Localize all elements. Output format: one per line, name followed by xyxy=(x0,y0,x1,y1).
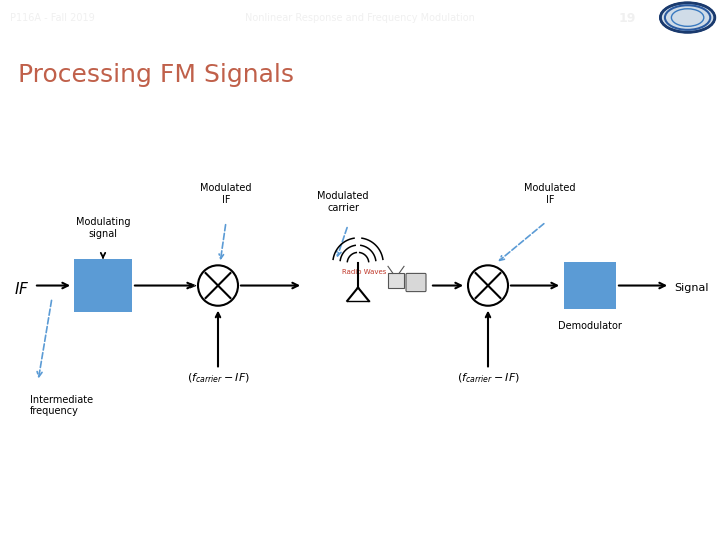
Text: Radio Waves: Radio Waves xyxy=(342,269,386,275)
Text: Demodulator: Demodulator xyxy=(558,321,622,331)
Text: Signal: Signal xyxy=(674,282,708,293)
Text: Nonlinear Response and Frequency Modulation: Nonlinear Response and Frequency Modulat… xyxy=(245,13,475,23)
Text: Processing FM Signals: Processing FM Signals xyxy=(18,63,294,87)
Text: $\left(f_{carrier}-IF\right)$: $\left(f_{carrier}-IF\right)$ xyxy=(186,372,249,385)
FancyBboxPatch shape xyxy=(388,273,404,287)
FancyBboxPatch shape xyxy=(564,262,616,309)
Text: Modulated
carrier: Modulated carrier xyxy=(318,191,369,213)
FancyBboxPatch shape xyxy=(406,273,426,292)
Text: P116A - Fall 2019: P116A - Fall 2019 xyxy=(10,13,95,23)
Text: Modulated
IF: Modulated IF xyxy=(524,183,576,205)
Text: $IF$: $IF$ xyxy=(14,281,30,296)
Text: $\left(f_{carrier}-IF\right)$: $\left(f_{carrier}-IF\right)$ xyxy=(456,372,519,385)
Text: Modulating
signal: Modulating signal xyxy=(76,218,130,239)
Text: Intermediate
frequency: Intermediate frequency xyxy=(30,395,93,416)
Text: Modulated
IF: Modulated IF xyxy=(200,183,252,205)
Text: 19: 19 xyxy=(618,11,636,24)
FancyBboxPatch shape xyxy=(74,259,132,312)
Text: >: > xyxy=(189,281,197,291)
Circle shape xyxy=(660,3,715,32)
